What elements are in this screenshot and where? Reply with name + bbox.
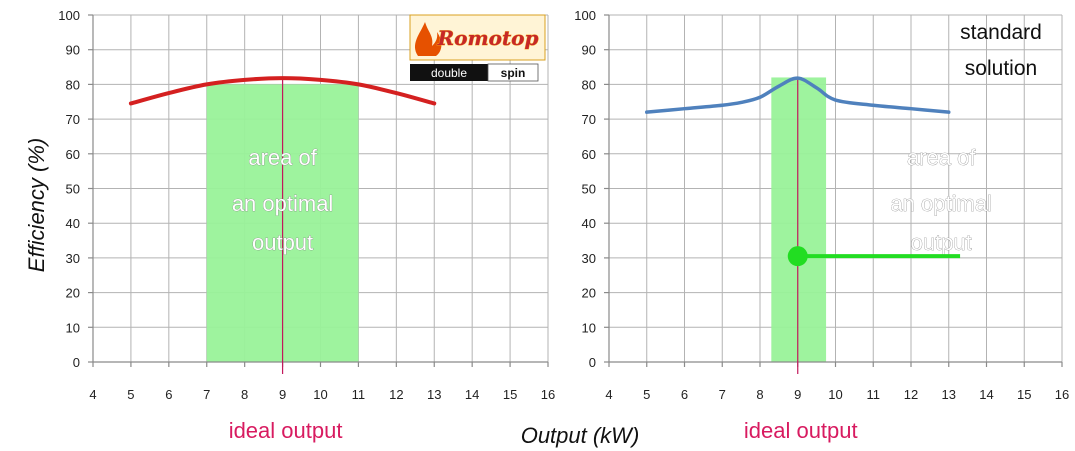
x-tick-label: 11 bbox=[352, 387, 366, 402]
x-tick-label: 16 bbox=[541, 387, 555, 402]
area-label-line: output bbox=[911, 230, 972, 255]
y-tick-label: 70 bbox=[66, 112, 80, 127]
y-axis-title: Efficiency (%) bbox=[24, 138, 49, 272]
x-tick-label: 7 bbox=[203, 387, 210, 402]
series-line bbox=[128, 76, 437, 106]
x-tick-label: 5 bbox=[643, 387, 650, 402]
logo-sub-left-text: double bbox=[431, 66, 467, 80]
y-tick-label: 10 bbox=[582, 320, 596, 335]
area-label-line: an optimal bbox=[232, 191, 334, 216]
y-tick-label: 60 bbox=[66, 147, 80, 162]
standard-output-marker bbox=[787, 246, 808, 267]
y-tick-label: 80 bbox=[582, 77, 596, 92]
chart-2: 0 10 20 30 40 50 60 70 80 90 100 4 5 6 7 8 9 10 11 12 13 14 15… bbox=[574, 8, 1069, 443]
x-tick-label: 4 bbox=[605, 387, 612, 402]
y-tick-label: 100 bbox=[58, 8, 80, 23]
x-tick-label: 12 bbox=[389, 387, 403, 402]
standard-solution-label: standard bbox=[960, 21, 1042, 44]
x-tick-label: 12 bbox=[904, 387, 918, 402]
y-tick-label: 50 bbox=[582, 182, 596, 197]
y-tick-label: 40 bbox=[582, 216, 596, 231]
x-tick-label: 4 bbox=[89, 387, 96, 402]
y-tick-label: 0 bbox=[589, 355, 596, 370]
x-tick-label: 15 bbox=[1017, 387, 1031, 402]
x-tick-label: 15 bbox=[503, 387, 517, 402]
standard-solution-label: solution bbox=[965, 57, 1037, 80]
series-line bbox=[645, 76, 951, 114]
x-tick-label: 16 bbox=[1055, 387, 1069, 402]
x-tick-label: 9 bbox=[279, 387, 286, 402]
x-tick-label: 6 bbox=[165, 387, 172, 402]
x-tick-label: 13 bbox=[427, 387, 441, 402]
logo-brand-text: Romotop bbox=[436, 26, 538, 50]
x-tick-label: 8 bbox=[756, 387, 763, 402]
x-tick-label: 11 bbox=[867, 387, 881, 402]
ideal-output-label: ideal output bbox=[229, 418, 343, 443]
flame-icon bbox=[415, 22, 442, 56]
area-label-line: an optimal bbox=[890, 191, 992, 216]
area-label-line: output bbox=[252, 230, 313, 255]
y-tick-label: 90 bbox=[66, 43, 80, 58]
x-tick-label: 10 bbox=[313, 387, 327, 402]
x-tick-label: 6 bbox=[681, 387, 688, 402]
x-tick-label: 8 bbox=[241, 387, 248, 402]
y-tick-label: 100 bbox=[574, 8, 596, 23]
logo-sub-dark bbox=[410, 64, 488, 81]
logo-sub-right-text: spin bbox=[501, 66, 526, 80]
y-tick-label: 40 bbox=[66, 216, 80, 231]
x-tick-label: 14 bbox=[465, 387, 479, 402]
y-tick-label: 90 bbox=[582, 43, 596, 58]
x-tick-label: 9 bbox=[794, 387, 801, 402]
logo-sub-light bbox=[487, 63, 539, 82]
x-tick-label: 13 bbox=[942, 387, 956, 402]
x-tick-label: 10 bbox=[828, 387, 842, 402]
x-tick-label: 14 bbox=[979, 387, 993, 402]
y-tick-label: 70 bbox=[582, 112, 596, 127]
y-tick-label: 80 bbox=[66, 77, 80, 92]
x-tick-label: 5 bbox=[127, 387, 134, 402]
ideal-output-label: ideal output bbox=[744, 418, 858, 443]
optimal-band bbox=[771, 77, 827, 363]
y-tick-label: 30 bbox=[582, 251, 596, 266]
chart-1: 0 10 20 30 40 50 60 70 80 90 100 4 5 6 7 8 9 10 11 12 13 14 15… bbox=[58, 8, 555, 443]
y-tick-label: 10 bbox=[66, 320, 80, 335]
area-label-line: area of bbox=[907, 145, 976, 170]
x-tick-label: 7 bbox=[719, 387, 726, 402]
x-axis-title: Output (kW) bbox=[521, 423, 640, 448]
y-tick-label: 60 bbox=[582, 147, 596, 162]
y-tick-label: 20 bbox=[66, 286, 80, 301]
y-tick-label: 0 bbox=[73, 355, 80, 370]
y-tick-label: 30 bbox=[66, 251, 80, 266]
y-tick-label: 50 bbox=[66, 182, 80, 197]
area-label-line: area of bbox=[248, 145, 317, 170]
romotop-logo: Romotop double spin bbox=[409, 14, 546, 82]
y-tick-label: 20 bbox=[582, 286, 596, 301]
